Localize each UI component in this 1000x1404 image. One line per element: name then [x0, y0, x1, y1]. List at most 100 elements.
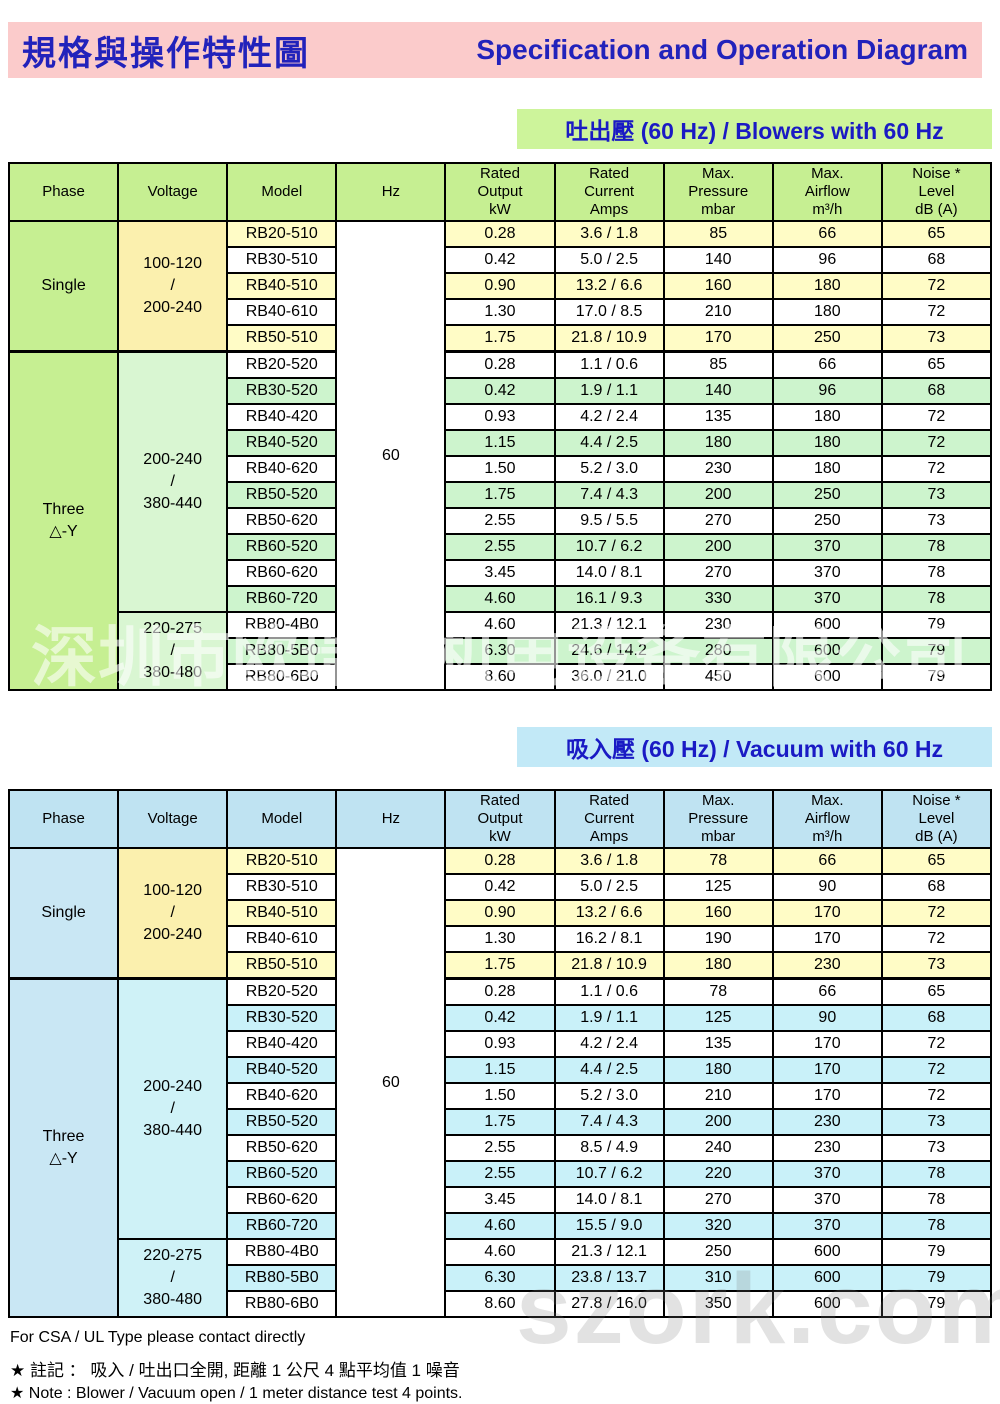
spec-row: RB40-520 1.15 4.4 / 2.5 180 180 72 [9, 429, 993, 457]
noise-cell: 78 [880, 1212, 993, 1240]
airflow-cell: 600 [771, 1264, 883, 1292]
spec-row: RB60-720 4.60 15.5 / 9.0 320 370 78 [9, 1212, 993, 1240]
column-header: Phase [7, 162, 120, 222]
model-cell: RB20-520 [226, 977, 338, 1006]
model-cell: RB80-4B0 [226, 611, 338, 639]
pressure-cell: 78 [662, 977, 774, 1006]
noise-cell: 78 [880, 585, 993, 613]
airflow-cell: 170 [771, 925, 883, 953]
noise-cell: 72 [880, 1056, 993, 1084]
noise-cell: 68 [880, 377, 993, 405]
current-cell: 13.2 / 6.6 [553, 899, 665, 927]
title-banner: 規格與操作特性圖 Specification and Operation Dia… [8, 22, 982, 78]
noise-cell: 68 [880, 873, 993, 901]
model-cell: RB40-520 [226, 1056, 338, 1084]
output-cell: 2.55 [444, 507, 556, 535]
pressure-cell: 85 [662, 350, 774, 379]
noise-cell: 79 [880, 611, 993, 639]
current-cell: 1.9 / 1.1 [553, 377, 665, 405]
hz-cell: 60 [335, 220, 447, 691]
spec-row: 220-275/380-480 RB80-4B0 4.60 21.3 / 12.1 25… [9, 1238, 993, 1318]
voltage-cell: 100-120/200-240 [117, 220, 229, 353]
spec-row: RB60-520 2.55 10.7 / 6.2 200 370 78 [9, 533, 993, 561]
voltage-cell: 100-120/200-240 [117, 847, 229, 980]
pressure-cell: 320 [662, 1212, 774, 1240]
noise-cell: 78 [880, 533, 993, 561]
blowers-table-container: Phase Voltage Model Hz Rated Output kW Rated Cur… [7, 162, 993, 691]
spec-row: RB30-520 0.42 1.9 / 1.1 125 90 68 [9, 1004, 993, 1032]
pressure-cell: 200 [662, 533, 774, 561]
model-cell: RB20-510 [226, 220, 338, 248]
noise-cell: 65 [880, 220, 993, 248]
output-cell: 4.60 [444, 585, 556, 613]
noise-cell: 79 [880, 663, 993, 691]
output-cell: 0.93 [444, 403, 556, 431]
output-cell: 4.60 [444, 1212, 556, 1240]
pressure-cell: 310 [662, 1264, 774, 1292]
spec-row: RB50-520 1.75 7.4 / 4.3 200 250 73 [9, 481, 993, 509]
pressure-cell: 135 [662, 403, 774, 431]
output-cell: 0.28 [444, 350, 556, 379]
current-cell: 13.2 / 6.6 [553, 272, 665, 300]
noise-cell: 78 [880, 1160, 993, 1188]
airflow-cell: 170 [771, 1056, 883, 1084]
pressure-cell: 180 [662, 1056, 774, 1084]
airflow-cell: 170 [771, 899, 883, 927]
column-header: Noise * Level dB (A) [880, 789, 993, 849]
current-cell: 4.4 / 2.5 [553, 1056, 665, 1084]
pressure-cell: 200 [662, 1108, 774, 1136]
model-cell: RB80-4B0 [226, 1238, 338, 1266]
noise-cell: 73 [880, 1108, 993, 1136]
airflow-cell: 180 [771, 429, 883, 457]
pressure-cell: 330 [662, 585, 774, 613]
airflow-cell: 370 [771, 1186, 883, 1214]
airflow-cell: 90 [771, 873, 883, 901]
model-cell: RB30-520 [226, 1004, 338, 1032]
output-cell: 2.55 [444, 533, 556, 561]
pressure-cell: 125 [662, 1004, 774, 1032]
noise-cell: 65 [880, 977, 993, 1006]
airflow-cell: 180 [771, 403, 883, 431]
spec-row: RB60-620 3.45 14.0 / 8.1 270 370 78 [9, 1186, 993, 1214]
pressure-cell: 230 [662, 455, 774, 483]
spec-row: RB60-520 2.55 10.7 / 6.2 220 370 78 [9, 1160, 993, 1188]
airflow-cell: 180 [771, 272, 883, 300]
spec-row: RB80-5B0 6.30 23.8 / 13.7 310 600 79 [9, 1264, 993, 1292]
output-cell: 1.75 [444, 1108, 556, 1136]
current-cell: 10.7 / 6.2 [553, 533, 665, 561]
airflow-cell: 66 [771, 847, 883, 875]
voltage-cell: 220-275/380-480 [117, 1238, 229, 1318]
airflow-cell: 370 [771, 1160, 883, 1188]
output-cell: 8.60 [444, 1290, 556, 1318]
current-cell: 14.0 / 8.1 [553, 1186, 665, 1214]
output-cell: 0.42 [444, 377, 556, 405]
model-cell: RB50-510 [226, 951, 338, 980]
column-header: Noise * Level dB (A) [880, 162, 993, 222]
spec-row: RB40-520 1.15 4.4 / 2.5 180 170 72 [9, 1056, 993, 1084]
model-cell: RB40-520 [226, 429, 338, 457]
output-cell: 1.50 [444, 1082, 556, 1110]
spec-row: RB80-5B0 6.30 24.6 / 14.2 280 600 79 [9, 637, 993, 665]
model-cell: RB30-520 [226, 377, 338, 405]
airflow-cell: 90 [771, 1004, 883, 1032]
current-cell: 10.7 / 6.2 [553, 1160, 665, 1188]
current-cell: 9.5 / 5.5 [553, 507, 665, 535]
spec-row: RB40-620 1.50 5.2 / 3.0 210 170 72 [9, 1082, 993, 1110]
airflow-cell: 96 [771, 377, 883, 405]
noise-cell: 78 [880, 1186, 993, 1214]
noise-cell: 72 [880, 298, 993, 326]
pressure-cell: 250 [662, 1238, 774, 1266]
airflow-cell: 180 [771, 298, 883, 326]
output-cell: 8.60 [444, 663, 556, 691]
column-header: Max. Airflow m³/h [771, 162, 883, 222]
current-cell: 1.1 / 0.6 [553, 977, 665, 1006]
voltage-cell: 200-240/380-440 [117, 977, 229, 1240]
airflow-cell: 600 [771, 637, 883, 665]
current-cell: 5.0 / 2.5 [553, 246, 665, 274]
column-header: Rated Current Amps [553, 162, 665, 222]
noise-cell: 72 [880, 1030, 993, 1058]
pressure-cell: 270 [662, 559, 774, 587]
model-cell: RB80-6B0 [226, 663, 338, 691]
column-header: Hz [335, 789, 447, 849]
